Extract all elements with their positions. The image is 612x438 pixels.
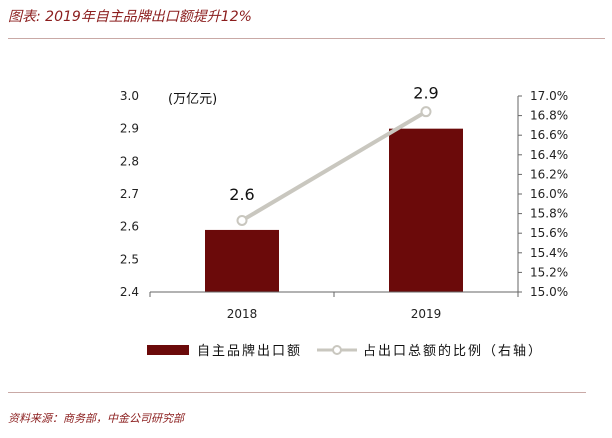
right-tick-label: 17.0% [530,89,568,103]
left-tick-label: 2.4 [120,285,139,299]
legend: 自主品牌出口额 占出口总额的比例（右轴） [147,343,543,359]
right-tick-label: 16.0% [530,187,568,201]
left-tick-label: 2.6 [120,220,139,234]
right-tick-label: 15.0% [530,285,568,299]
legend-bar-swatch [147,345,189,355]
legend-line-label: 占出口总额的比例（右轴） [363,343,543,359]
legend-bar-label: 自主品牌出口额 [197,343,302,359]
y-axis-unit: (万亿元) [168,92,217,107]
right-tick-label: 15.8% [530,207,568,221]
left-tick-label: 3.0 [120,89,139,103]
x-tick-label: 2019 [411,307,442,321]
bar [205,229,279,292]
left-tick-label: 2.7 [120,187,139,201]
right-axis: 15.0% 15.2% 15.4% 15.6% 15.8% 16.0% 16.2% 16.4%… [517,89,568,299]
bar [389,128,463,292]
ratio-line [236,106,432,226]
right-tick-label: 15.2% [530,265,568,279]
ratio-point [420,106,432,118]
footer-divider [8,392,586,393]
left-tick-label: 2.9 [120,122,139,136]
bar-data-label: 2.9 [413,84,438,103]
right-tick-label: 15.6% [530,226,568,240]
ratio-line-path [240,109,428,223]
title-divider [8,38,605,39]
ratio-point [236,214,248,226]
right-tick-label: 16.2% [530,167,568,181]
right-tick-label: 16.4% [530,148,568,162]
x-axis: 2018 2019 [149,291,519,321]
left-axis: 2.4 2.5 2.6 2.7 2.8 2.9 3.0 [120,89,139,299]
bar-data-label: 2.6 [229,185,254,204]
right-tick-label: 15.4% [530,246,568,260]
right-tick-label: 16.8% [530,109,568,123]
bars: 2.6 2.9 [205,84,463,292]
right-tick-label: 16.6% [530,128,568,142]
x-tick-label: 2018 [227,307,258,321]
left-tick-label: 2.8 [120,154,139,168]
chart-title: 图表: 2019年自主品牌出口额提升12% [8,9,252,25]
legend-line-marker [332,345,342,355]
source-note: 资料来源：商务部，中金公司研究部 [8,412,184,425]
left-tick-label: 2.5 [120,252,139,266]
